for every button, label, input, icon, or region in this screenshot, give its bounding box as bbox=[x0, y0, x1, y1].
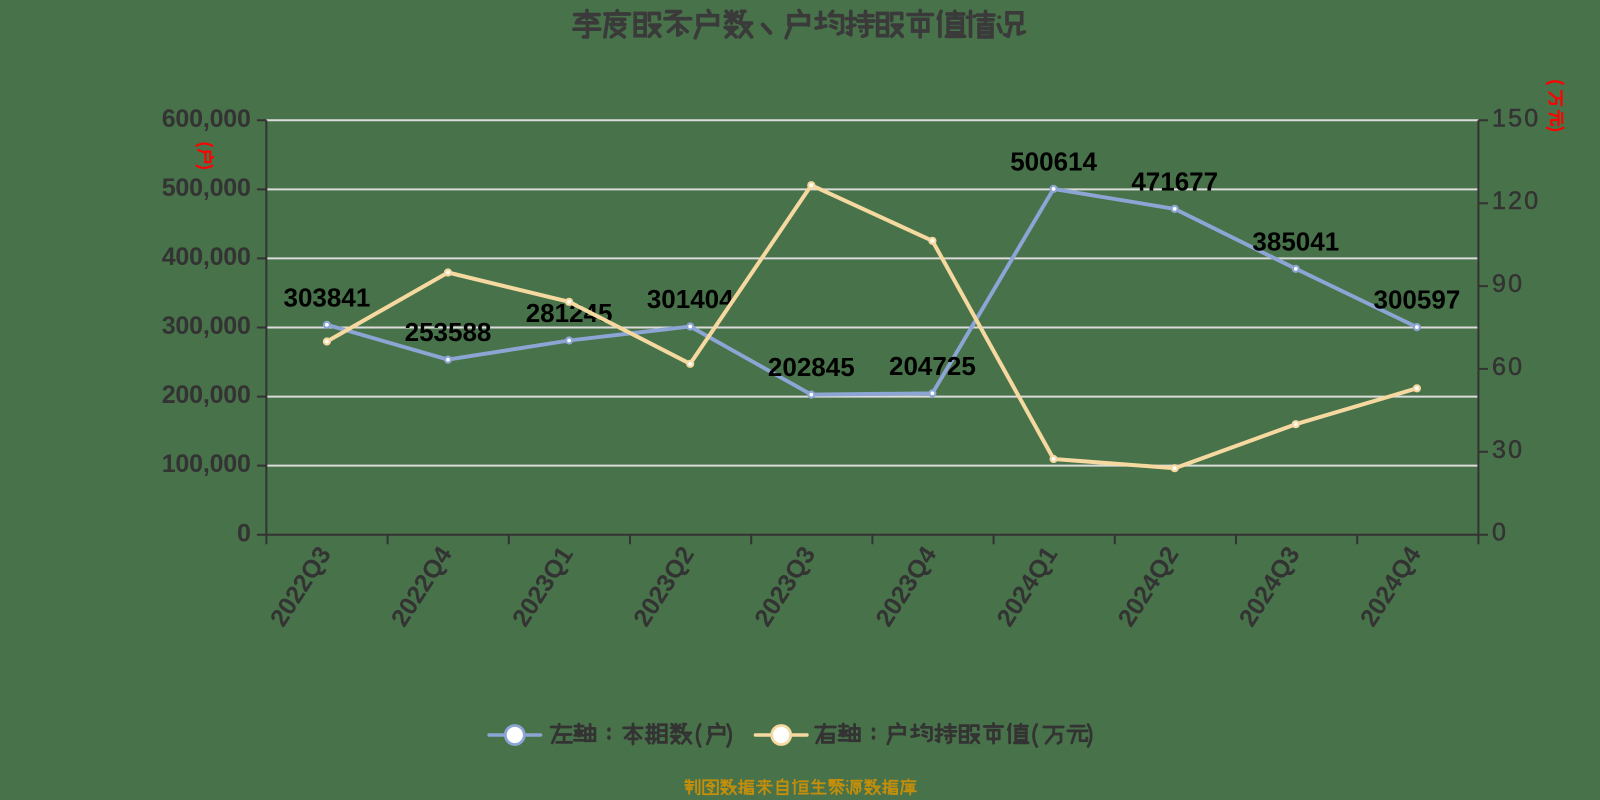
svg-text:400,000: 400,000 bbox=[162, 243, 251, 271]
svg-text:150: 150 bbox=[1492, 104, 1540, 132]
svg-text:60: 60 bbox=[1492, 353, 1524, 381]
svg-text:471677: 471677 bbox=[1131, 166, 1218, 196]
svg-text:200,000: 200,000 bbox=[162, 381, 251, 409]
svg-text:202845: 202845 bbox=[768, 352, 855, 382]
svg-text:300597: 300597 bbox=[1374, 285, 1461, 315]
svg-text:120: 120 bbox=[1492, 187, 1540, 215]
svg-text:0: 0 bbox=[1492, 519, 1508, 547]
svg-text:385041: 385041 bbox=[1252, 226, 1339, 256]
svg-text:300,000: 300,000 bbox=[162, 312, 251, 340]
svg-text:600,000: 600,000 bbox=[162, 105, 251, 133]
svg-text:303841: 303841 bbox=[284, 282, 371, 312]
svg-text:204725: 204725 bbox=[889, 351, 976, 381]
svg-text:100,000: 100,000 bbox=[162, 450, 251, 478]
svg-text:253588: 253588 bbox=[405, 317, 492, 347]
svg-text:30: 30 bbox=[1492, 436, 1524, 464]
svg-text:500614: 500614 bbox=[1010, 146, 1097, 176]
svg-text:90: 90 bbox=[1492, 270, 1524, 298]
svg-text:301404: 301404 bbox=[647, 284, 734, 314]
svg-text:0: 0 bbox=[237, 519, 251, 547]
svg-text:500,000: 500,000 bbox=[162, 174, 251, 202]
